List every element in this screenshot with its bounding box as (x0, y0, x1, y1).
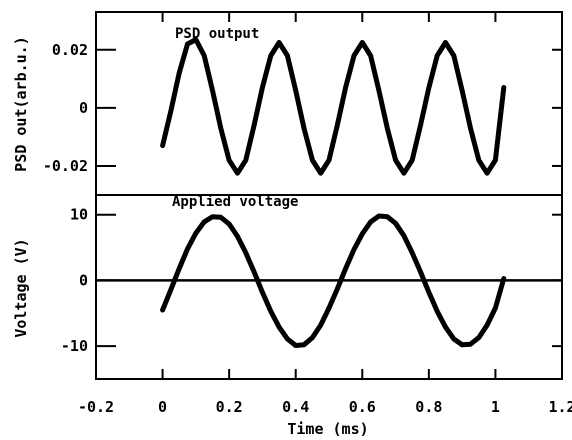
top-y-tick-label: 0.02 (52, 41, 88, 59)
x-axis-label: Time (ms) (287, 420, 368, 438)
applied-voltage-annotation: Applied voltage (172, 194, 298, 210)
top-y-tick-label: 0 (79, 99, 88, 117)
x-tick-label: 0.2 (216, 398, 243, 416)
x-tick-label: -0.2 (78, 398, 114, 416)
x-tick-label: 1.2 (548, 398, 572, 416)
x-tick-label: 0.4 (282, 398, 309, 416)
psd-output-series-line (160, 37, 507, 176)
bottom-y-tick-label: -10 (61, 337, 88, 355)
psd-output-annotation: PSD output (175, 26, 259, 42)
applied-voltage-series-line (160, 213, 507, 348)
bottom-y-tick-label: 0 (79, 271, 88, 289)
x-ticks: -0.2 0 0.2 0.4 0.6 0.8 1 1.2 (78, 12, 572, 416)
x-tick-label: 0 (158, 398, 167, 416)
top-y-axis-label: PSD out(arb.u.) (12, 36, 30, 171)
x-tick-label: 0.8 (415, 398, 442, 416)
top-y-ticks: 0.02 0 -0.02 (43, 41, 562, 175)
bottom-y-axis-label: Voltage (V) (12, 238, 30, 337)
x-tick-label: 0.6 (349, 398, 376, 416)
x-tick-label: 1 (491, 398, 500, 416)
bottom-plot-frame (95, 194, 563, 380)
top-y-tick-label: -0.02 (43, 157, 88, 175)
bottom-y-tick-label: 10 (70, 206, 88, 224)
